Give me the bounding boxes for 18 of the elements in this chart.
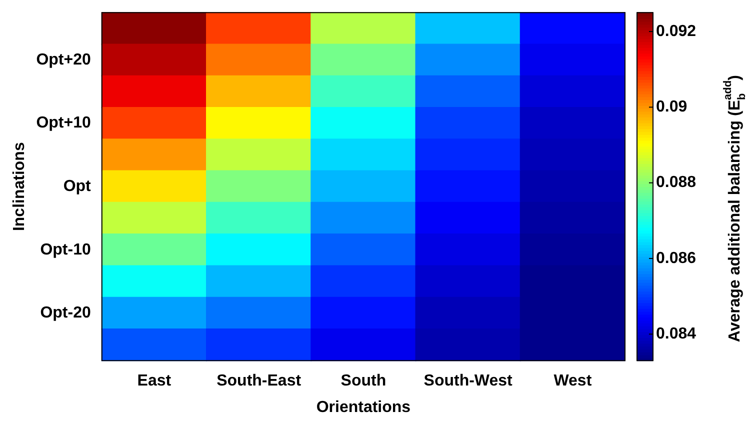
color-bar-label: 0.09 xyxy=(656,98,688,116)
color-bar-title: Average additional balancing (Ebadd) xyxy=(722,75,748,342)
y-axis-title: Inclinations xyxy=(11,142,28,232)
y-tick-label: Opt-20 xyxy=(40,304,91,322)
x-tick-label: South-East xyxy=(216,372,302,390)
color-bar-label: 0.086 xyxy=(656,250,696,267)
x-tick-label: East xyxy=(137,372,172,390)
y-tick-label: Opt+10 xyxy=(36,114,91,132)
x-tick-label: South-West xyxy=(424,372,514,390)
y-tick-label: Opt-10 xyxy=(40,241,91,258)
x-tick-label: South xyxy=(340,372,386,390)
color-bar-label: 0.084 xyxy=(656,326,696,343)
color-bar-label: 0.092 xyxy=(656,22,696,40)
x-axis-title: Orientations xyxy=(316,398,411,416)
x-tick-label: West xyxy=(554,372,592,390)
y-tick-label: Opt+20 xyxy=(36,51,91,68)
color-bar-label: 0.088 xyxy=(656,174,696,192)
y-tick-label: Opt xyxy=(63,178,92,196)
